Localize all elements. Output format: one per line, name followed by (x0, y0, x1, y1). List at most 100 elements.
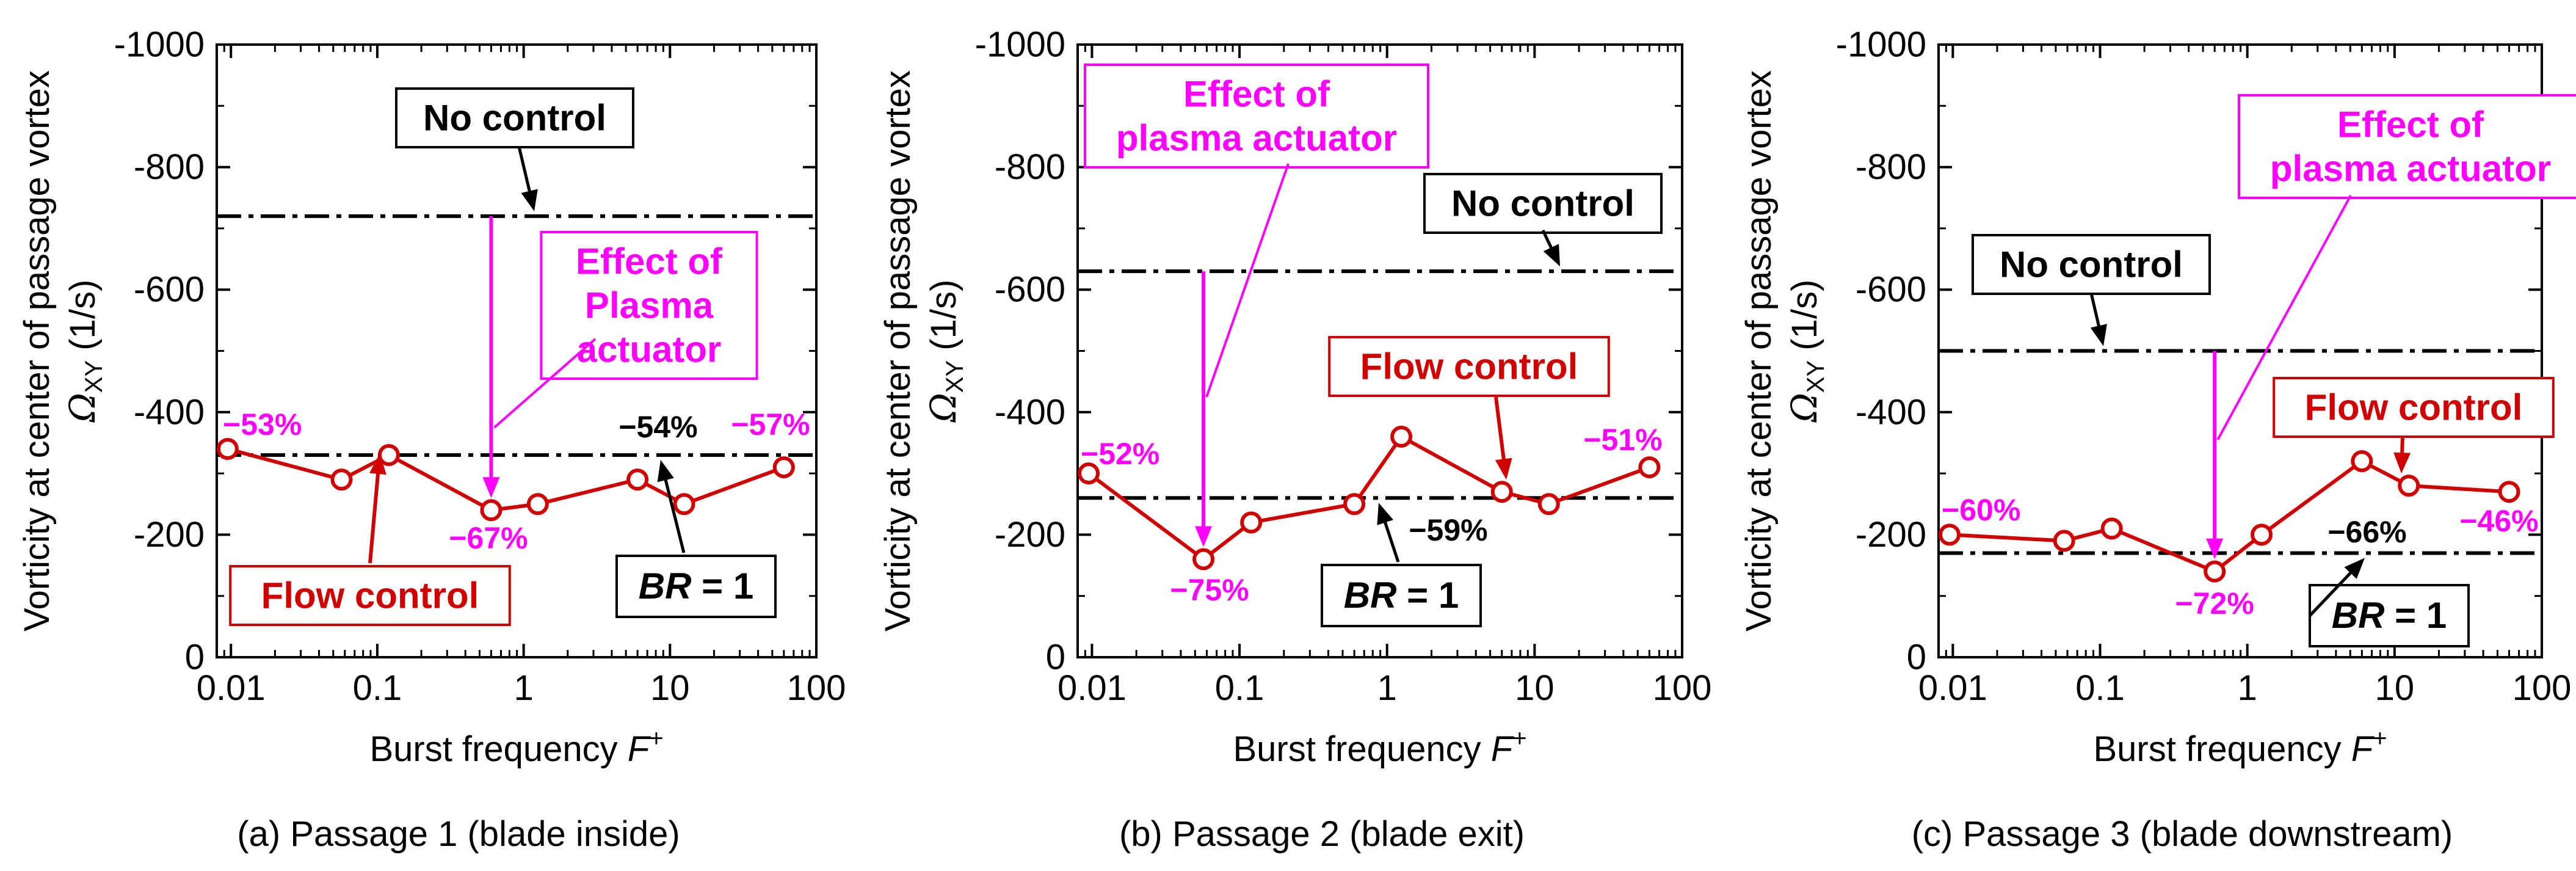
arrow-head (657, 460, 674, 483)
y-tick-label: 0 (185, 638, 205, 677)
effect-pointer-line (2216, 195, 2352, 440)
flow-control-arrow (1494, 396, 1512, 480)
flow-control-data-point (2251, 523, 2273, 546)
flow-control-series-line (1949, 459, 2509, 574)
y-tick-label: -400 (134, 392, 205, 432)
x-tick-label: 0.1 (2075, 668, 2125, 708)
effect-arrow (2206, 351, 2224, 559)
arrow-head (521, 189, 538, 211)
no-control-label-box (1423, 173, 1663, 234)
flow-control-data-point (2100, 517, 2123, 540)
y-axis-label: Vorticity at center of passage vortex (17, 70, 57, 632)
x-tick-label: 10 (2375, 668, 2415, 708)
flow-control-label-box (2273, 377, 2555, 438)
flow-control-label: Flow control (2273, 377, 2555, 438)
effect-arrow (1195, 271, 1213, 547)
y-axis-symbol-label: ΩXY (1/s) (1783, 280, 1829, 423)
arrow-head (1543, 244, 1560, 267)
effect-pointer-line (493, 338, 597, 429)
effect-label-text: actuator (577, 329, 722, 370)
br1-label: BR = 1 (615, 555, 777, 618)
pct-black-label: −54% (619, 410, 697, 444)
effect-label-text: Plasma (585, 285, 714, 326)
flow-control-data-point (526, 493, 549, 516)
arrow-shaft (368, 471, 380, 564)
arrow-head (2393, 452, 2411, 474)
flow-control-data-point (2053, 530, 2075, 552)
br1-label: BR = 1 (1321, 564, 1482, 627)
y-axis-label: Vorticity at center of passage vortex (1739, 70, 1779, 632)
panel-caption: (c) Passage 3 (blade downstream) (1912, 814, 2453, 854)
y-axis-label: Vorticity at center of passage vortex (878, 70, 918, 632)
br1-arrow (657, 460, 686, 553)
effect-label-text: Effect of (576, 241, 723, 282)
y-tick-label: 0 (1046, 638, 1065, 677)
no-control-label-text: No control (423, 98, 606, 139)
arrow-shaft (2309, 570, 2354, 617)
arrow-shaft (1541, 229, 1554, 251)
effect-label-text: Effect of (1183, 74, 1330, 115)
y-tick-label: -200 (1856, 515, 1926, 555)
x-tick-label: 0.01 (197, 668, 266, 708)
pct-label: −72% (2175, 586, 2254, 621)
x-tick-label: 10 (650, 668, 690, 708)
flow-control-data-point (1192, 548, 1215, 570)
flow-control-data-point (1390, 425, 1413, 448)
br1-arrow (1377, 503, 1400, 563)
y-tick-label: -600 (134, 270, 205, 310)
y-tick-label: -200 (995, 515, 1065, 555)
br1-label-box (1321, 564, 1482, 627)
x-tick-label: 1 (2238, 668, 2257, 708)
arrow-shaft (2089, 293, 2101, 329)
flow-control-data-point (673, 493, 695, 516)
flow-control-data-point (626, 468, 649, 491)
flow-control-arrow (2393, 436, 2411, 474)
chart-panel-c: 0 -200 -400 -600 -800 -1000 0.01 0.1 1 10 100 Vorti… (1739, 25, 2576, 854)
y-tick-label: -1000 (975, 25, 1065, 65)
flow-control-data-point (1490, 481, 1513, 503)
flow-control-data-point (2351, 450, 2373, 473)
no-control-arrow (2089, 293, 2107, 346)
flow-control-label-text: Flow control (1360, 346, 1578, 387)
br1-label-text: BR = 1 (2332, 595, 2447, 636)
effect-label-text: plasma actuator (1116, 118, 1397, 159)
chart-panel-a: 0 -200 -400 -600 -800 -1000 0.01 0.1 1 10 100 Vorti… (17, 25, 846, 855)
y-axis-symbol-label: ΩXY (1/s) (923, 280, 968, 423)
y-tick-label: -600 (1856, 270, 1926, 310)
flow-control-data-point (1343, 493, 1366, 516)
arrow-head (2206, 538, 2224, 559)
x-tick-label: 1 (1377, 668, 1397, 708)
flow-control-data-point (1938, 523, 1961, 546)
arrow-shaft (2400, 436, 2404, 456)
br1-label-box (615, 555, 777, 618)
flow-control-label-text: Flow control (261, 575, 479, 616)
no-control-label: No control (395, 87, 634, 148)
effect-arrow (482, 216, 500, 498)
flow-control-arrow (368, 453, 386, 564)
x-tick-label: 100 (1653, 668, 1712, 708)
x-axis-label: Burst frequency F+ (2093, 725, 2387, 769)
effect-label-box (2238, 94, 2576, 199)
y-axis-symbol-label: ΩXY (1/s) (62, 280, 107, 423)
arrow-head (2344, 558, 2365, 579)
pct-label: −75% (1170, 573, 1249, 607)
pct-label: −52% (1081, 437, 1159, 471)
y-tick-label: -800 (134, 147, 205, 187)
pct-label: −46% (2459, 504, 2538, 538)
x-tick-label: 100 (2513, 668, 2572, 708)
pct-label: −51% (1583, 423, 1662, 457)
flow-control-data-point (2398, 475, 2420, 497)
y-tick-label: 0 (1907, 638, 1926, 677)
pct-black-label: −59% (1409, 513, 1487, 547)
arrow-head (1377, 503, 1393, 525)
no-control-label-box (1972, 234, 2211, 295)
br1-arrow (2309, 558, 2365, 617)
flow-control-label-text: Flow control (2305, 387, 2523, 428)
effect-label-box (1084, 64, 1429, 169)
effect-label-text: plasma actuator (2270, 148, 2551, 189)
pct-label: −60% (1942, 493, 2020, 527)
arrow-head (1195, 526, 1213, 547)
flow-control-data-point (377, 444, 400, 467)
arrow-head (369, 453, 386, 475)
